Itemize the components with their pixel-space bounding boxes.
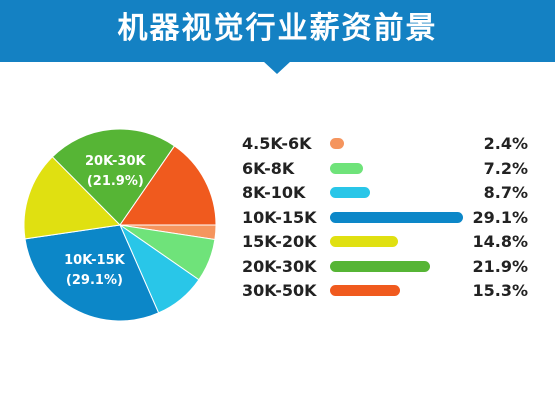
pie-slice-10K-15K — [24, 224, 160, 322]
pie-label-value: (21.9%) — [86, 174, 144, 190]
legend-row: 10K-15K 29.1% — [242, 206, 532, 230]
pie-label-10K-15K: 10K-15K (29.1%) — [54, 251, 134, 291]
pie-label-category: 20K-30K — [85, 154, 146, 170]
legend-bar — [330, 162, 363, 174]
header-banner: 机器视觉行业薪资前景 — [0, 0, 555, 62]
legend-bar — [330, 138, 344, 149]
legend-category: 4.5K-6K — [242, 134, 312, 153]
pie-label-20K-30K: 20K-30K (21.9%) — [75, 152, 155, 192]
legend-category: 10K-15K — [242, 207, 317, 227]
legend-category: 20K-30K — [242, 256, 317, 276]
legend-percent: 14.8% — [472, 232, 528, 251]
legend-row: 4.5K-6K 2.4% — [242, 132, 532, 156]
legend-percent: 7.2% — [483, 158, 528, 178]
pie-slice-30K-50K — [119, 145, 217, 226]
legend-percent: 21.9% — [472, 256, 528, 276]
legend-bar — [330, 187, 370, 198]
header-pointer — [263, 61, 291, 74]
legend-percent: 2.4% — [483, 134, 528, 153]
legend-percent: 8.7% — [483, 183, 528, 202]
legend-percent: 29.1% — [472, 207, 528, 227]
legend-row: 6K-8K 7.2% — [242, 157, 532, 181]
legend-category: 30K-50K — [242, 281, 317, 300]
page-title: 机器视觉行业薪资前景 — [117, 11, 438, 46]
legend-category: 6K-8K — [242, 158, 295, 178]
legend-row: 8K-10K 8.7% — [242, 181, 532, 205]
legend-category: 15K-20K — [242, 232, 317, 251]
legend-row: 15K-20K 14.8% — [242, 230, 532, 254]
pie-label-category: 10K-15K — [64, 253, 125, 269]
legend-bar — [330, 285, 400, 296]
pie-slice-20K-30K — [51, 128, 176, 226]
legend-percent: 15.3% — [472, 281, 528, 300]
legend-row: 30K-50K 15.3% — [242, 279, 532, 303]
legend-bar — [330, 236, 398, 247]
legend-bar — [330, 260, 431, 272]
legend-bar — [330, 211, 463, 223]
pie-slice-15K-20K — [23, 156, 122, 240]
legend-row: 20K-30K 21.9% — [242, 255, 532, 279]
pie-label-value: (29.1%) — [65, 273, 123, 289]
legend-category: 8K-10K — [242, 183, 306, 202]
